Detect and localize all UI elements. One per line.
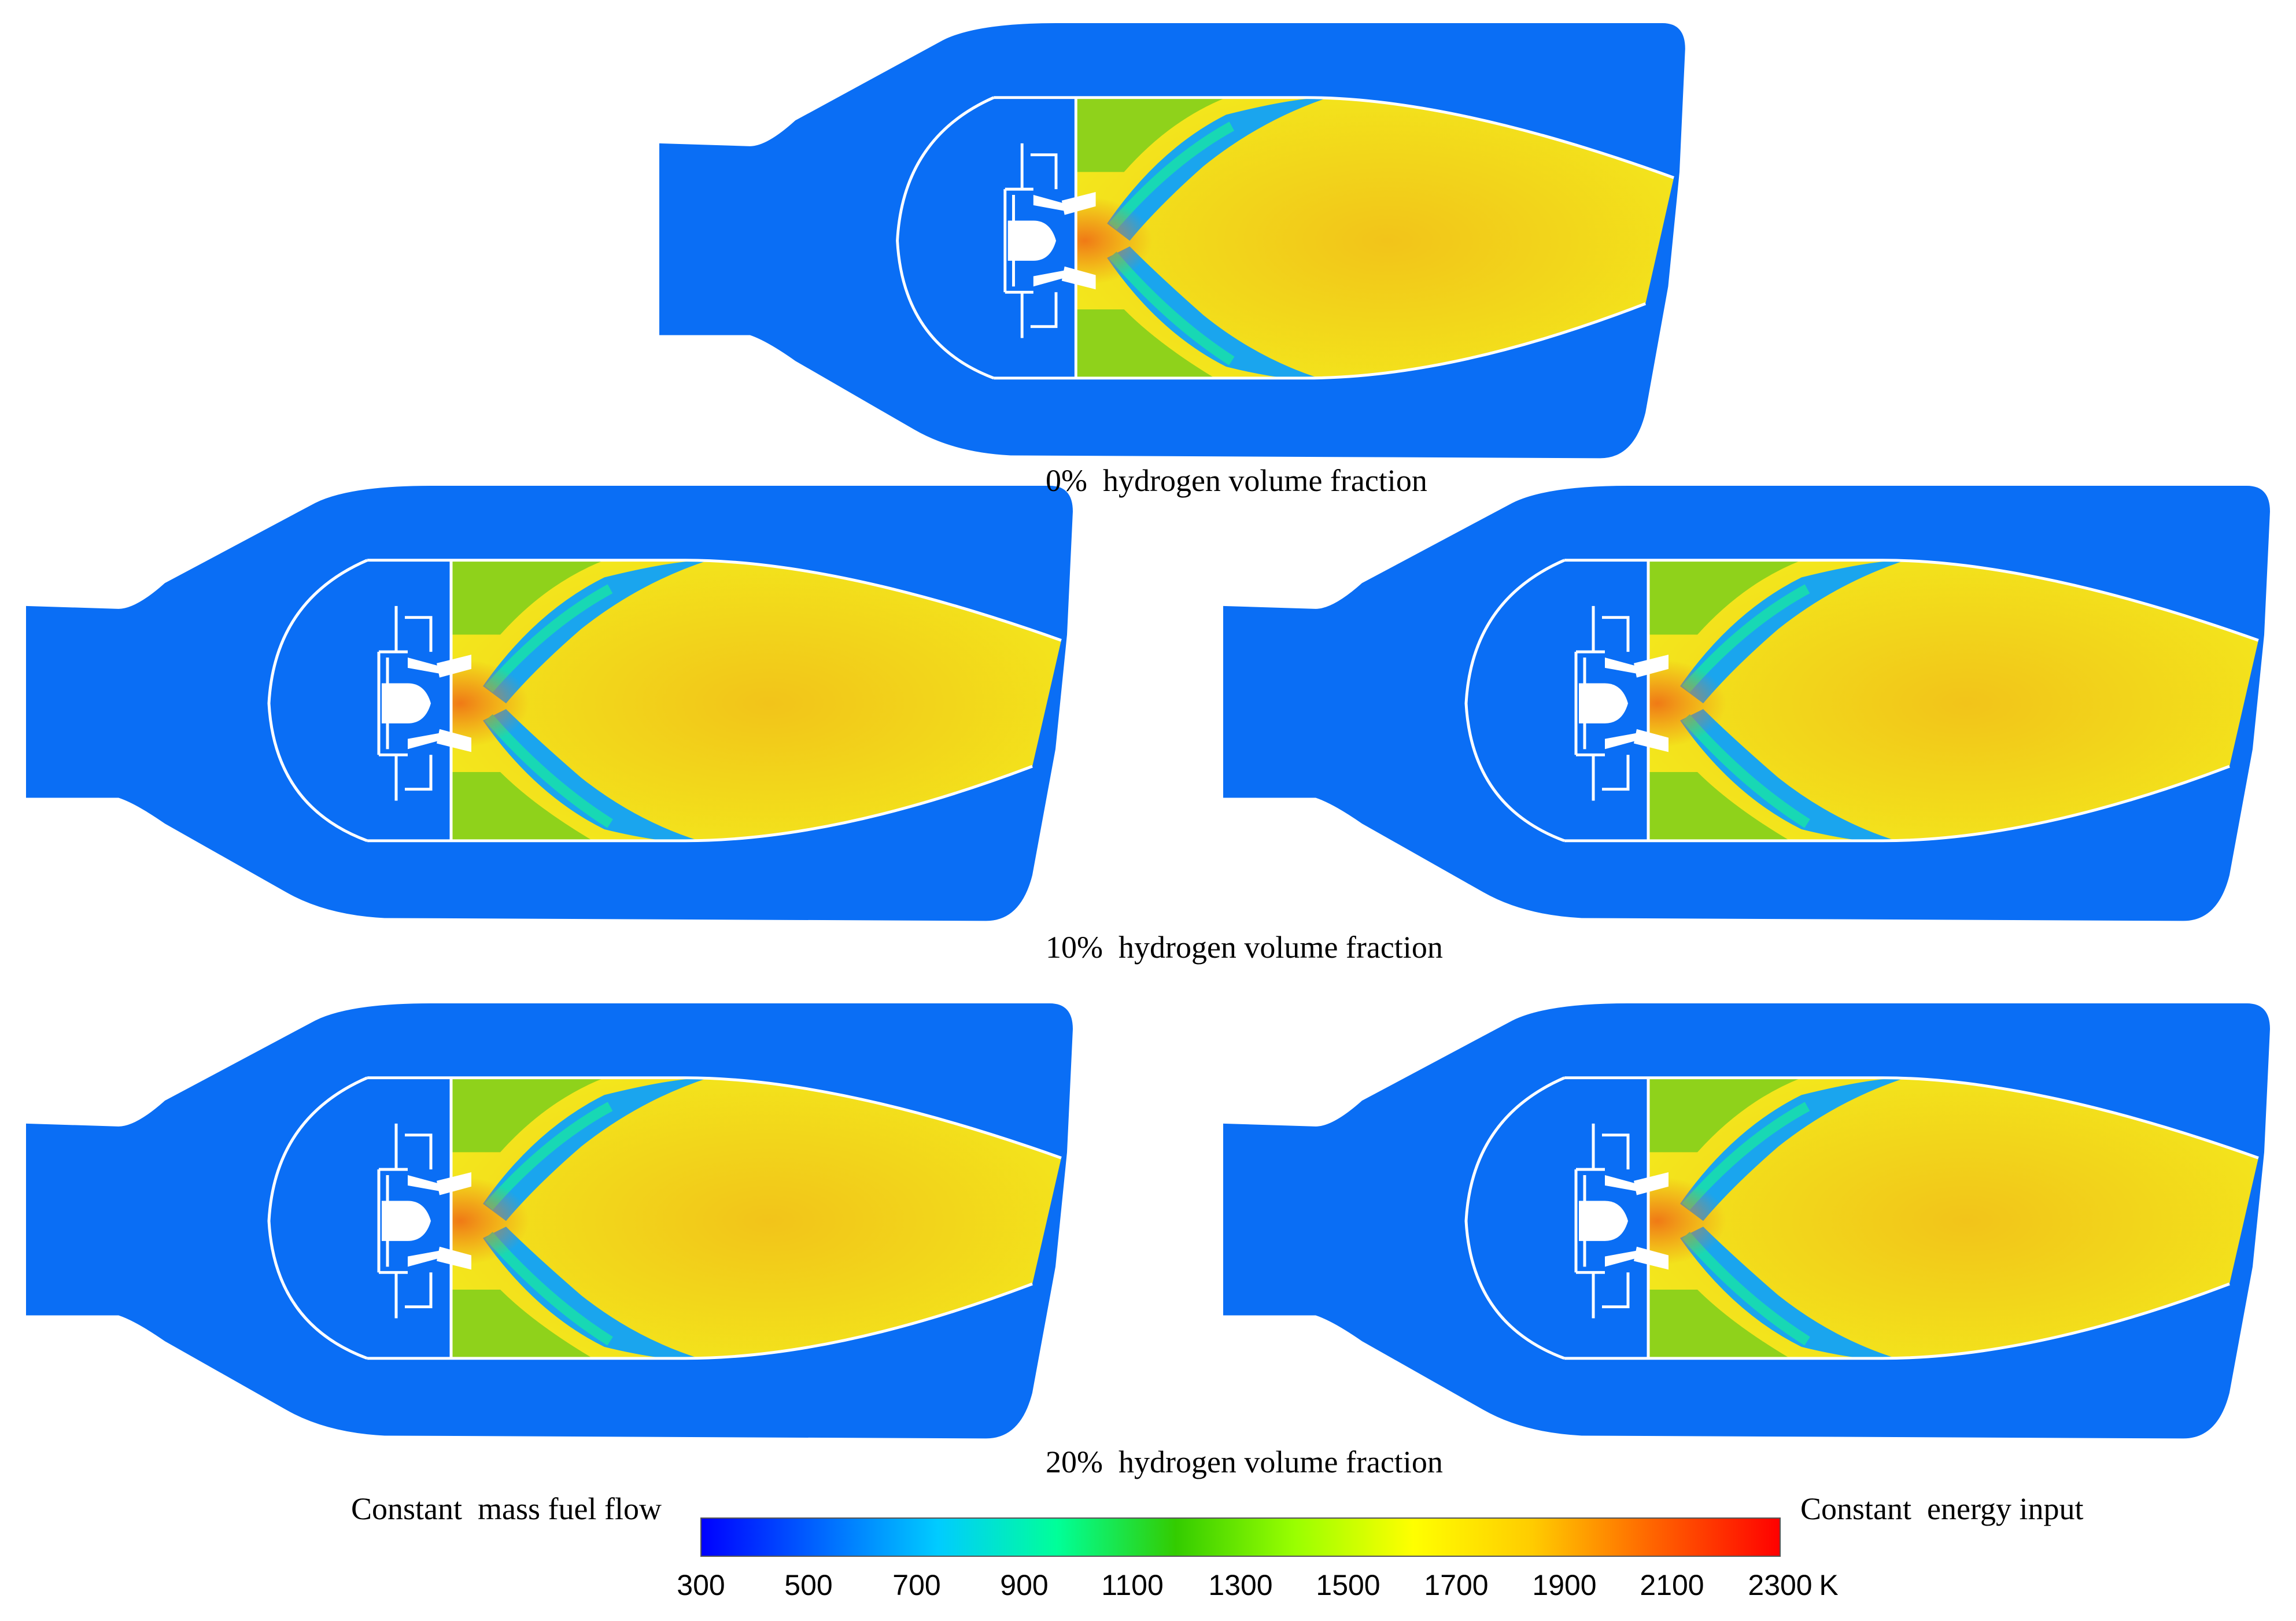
colorbar — [700, 1517, 1781, 1557]
caption-constant-energy-input: Constant energy input — [1800, 1491, 2084, 1526]
colorbar-unit: K — [1819, 1569, 1839, 1601]
colorbar-tick-1100: 1100 — [1101, 1569, 1164, 1601]
colorbar-tick-900: 900 — [1000, 1569, 1049, 1601]
colorbar-tick-700: 700 — [892, 1569, 941, 1601]
colorbar-tick-300: 300 — [677, 1569, 725, 1601]
caption-10-percent: 10% hydrogen volume fraction — [1046, 930, 1443, 965]
caption-0-percent: 0% hydrogen volume fraction — [1046, 463, 1427, 498]
panel-20-percent-constant-mass — [26, 1003, 1087, 1438]
colorbar-tick-2100: 2100 — [1640, 1569, 1704, 1601]
panel-20-percent-constant-energy — [1223, 1003, 2284, 1438]
colorbar-tick-1900: 1900 — [1532, 1569, 1597, 1601]
colorbar-tick-1500: 1500 — [1316, 1569, 1380, 1601]
colorbar-tick-500: 500 — [784, 1569, 833, 1601]
panel-0-percent — [659, 23, 1699, 458]
colorbar-tick-2300: 2300 — [1748, 1569, 1813, 1601]
panel-10-percent-constant-mass — [26, 486, 1087, 921]
panel-10-percent-constant-energy — [1223, 486, 2284, 921]
caption-20-percent: 20% hydrogen volume fraction — [1046, 1445, 1443, 1479]
colorbar-tick-1300: 1300 — [1208, 1569, 1273, 1601]
colorbar-tick-1700: 1700 — [1424, 1569, 1489, 1601]
caption-constant-mass-fuel-flow: Constant mass fuel flow — [351, 1491, 662, 1526]
